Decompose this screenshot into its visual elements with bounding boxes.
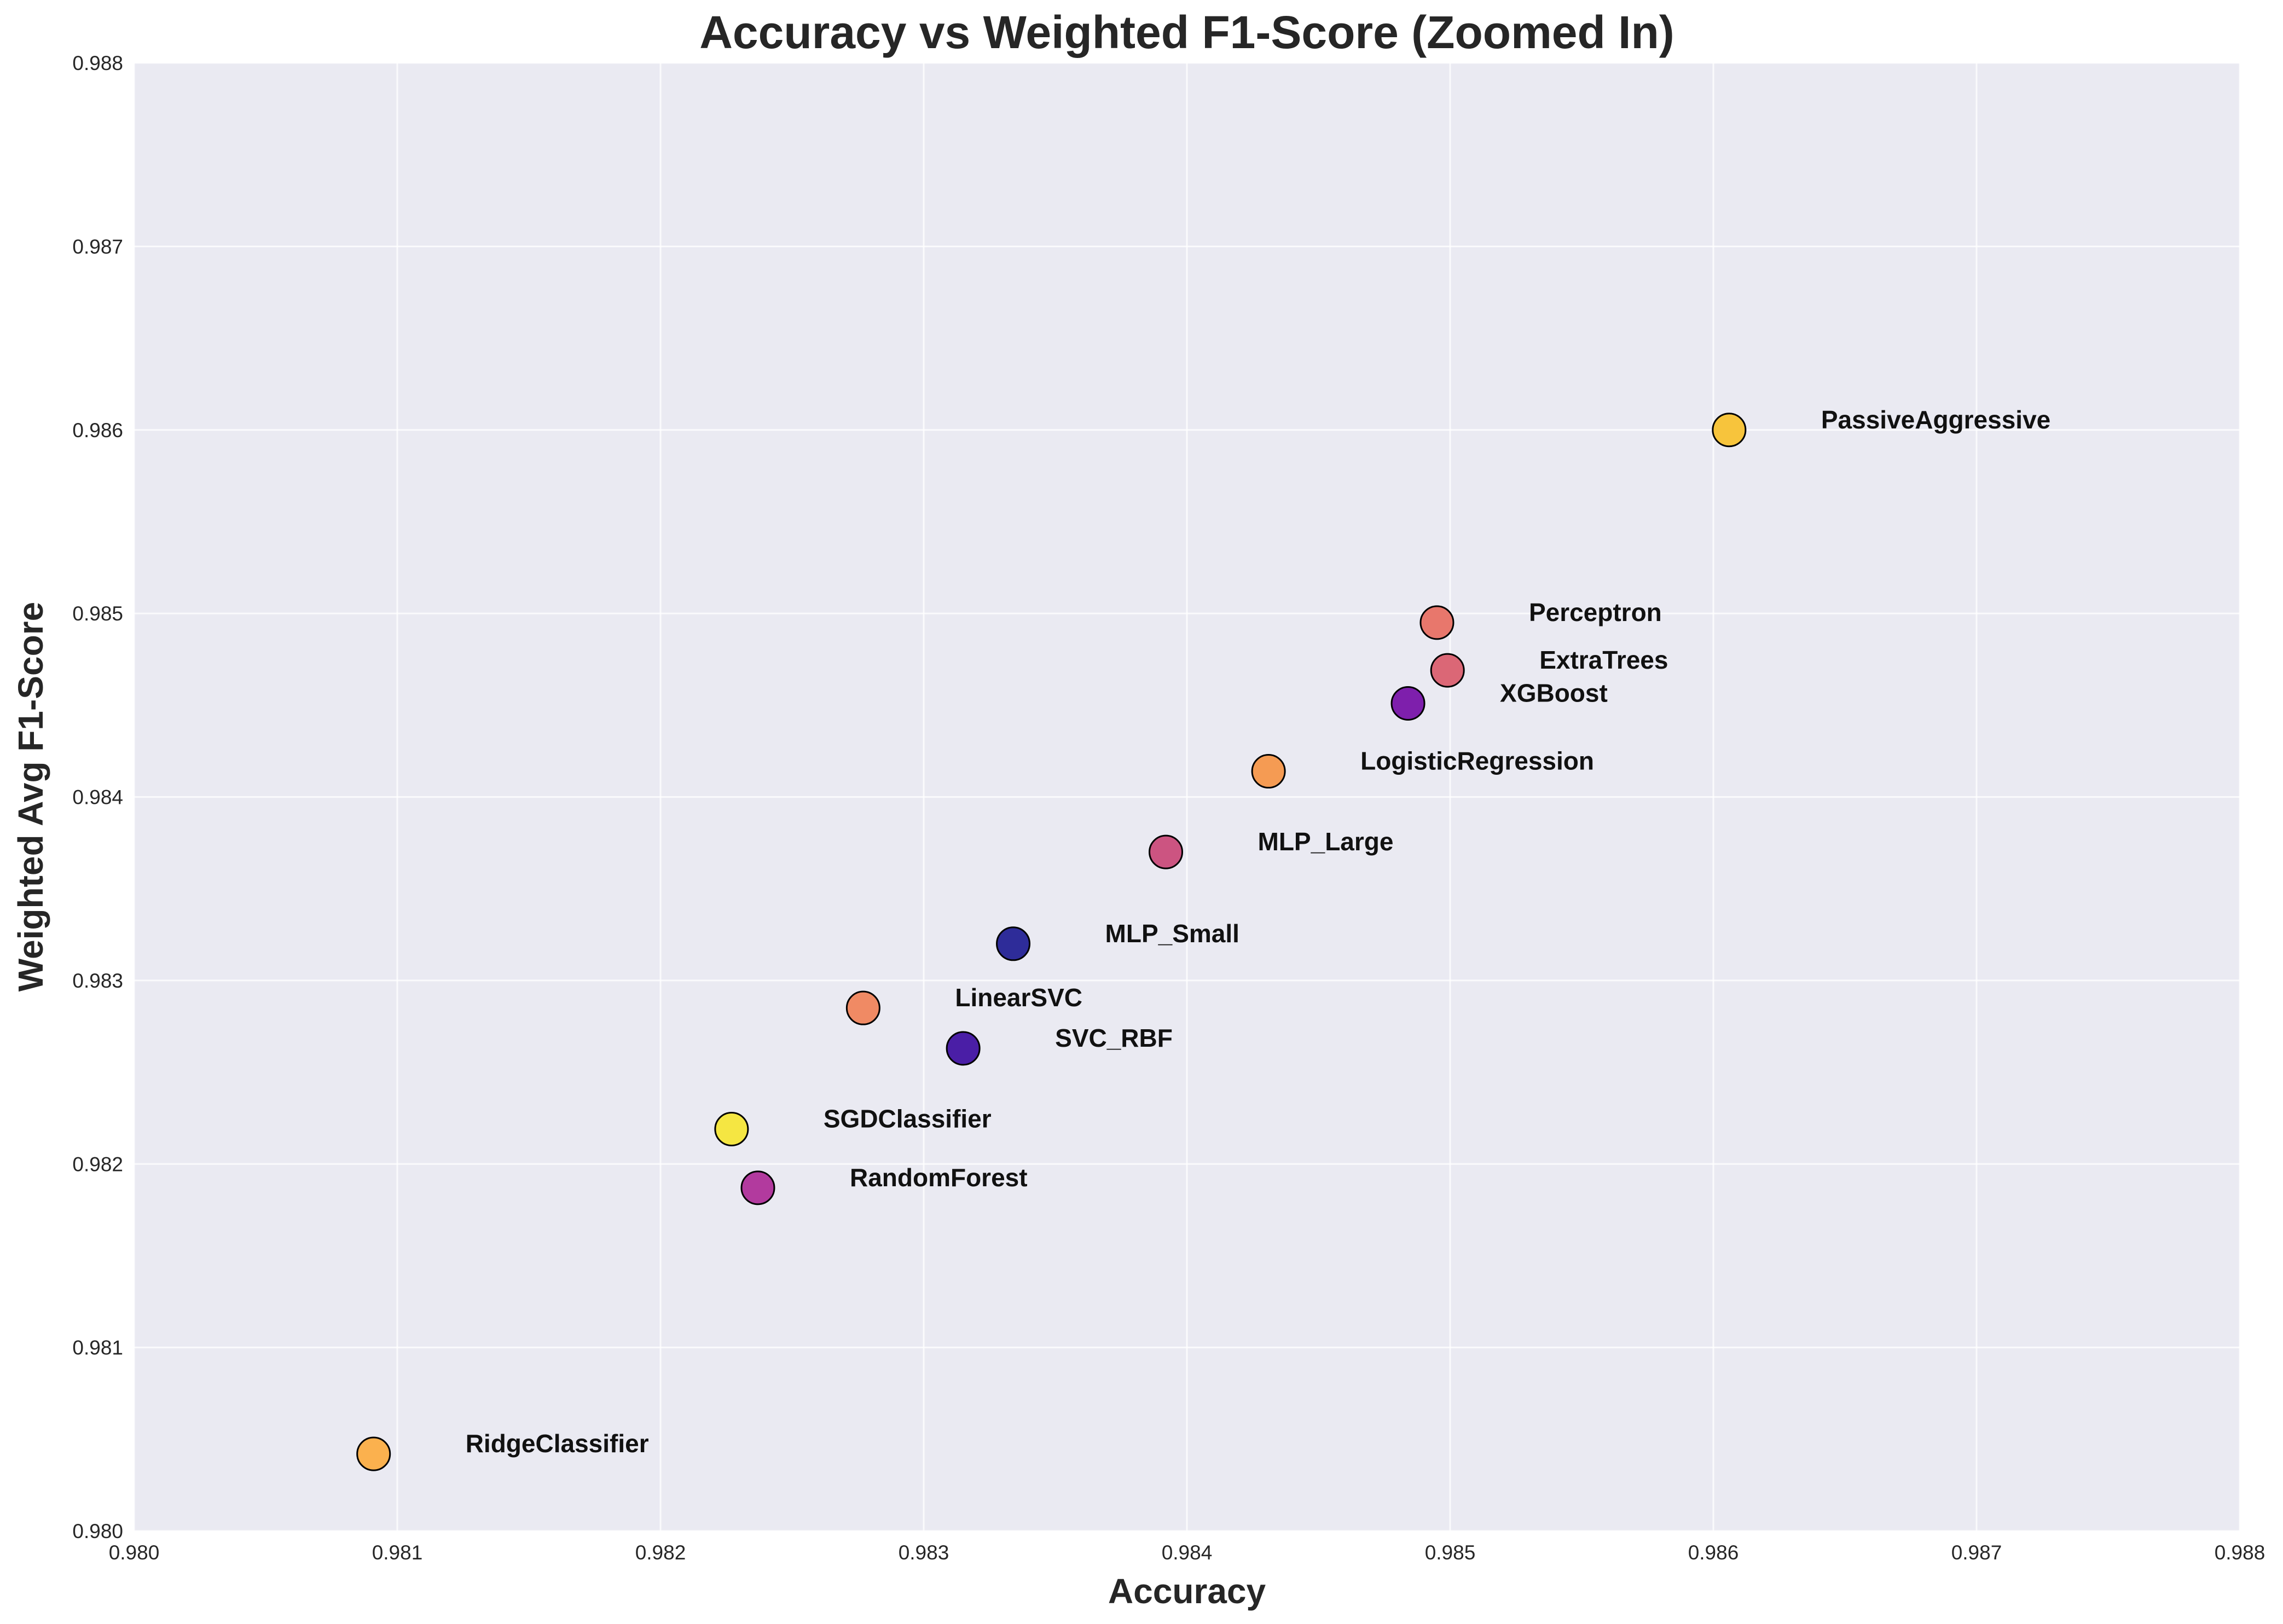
- chart-title: Accuracy vs Weighted F1-Score (Zoomed In…: [699, 7, 1674, 58]
- data-point: [946, 1031, 981, 1066]
- y-tick-label: 0.981: [72, 1337, 123, 1359]
- point-label: Perceptron: [1529, 598, 1662, 627]
- y-tick-label: 0.983: [72, 970, 123, 992]
- data-point: [996, 926, 1031, 961]
- point-label: XGBoost: [1500, 678, 1608, 707]
- point-label: RandomForest: [850, 1163, 1028, 1192]
- data-point: [1251, 754, 1286, 789]
- y-axis-label: Weighted Avg F1-Score: [11, 602, 50, 991]
- y-tick-label: 0.980: [72, 1520, 123, 1542]
- x-tick-label: 0.981: [372, 1541, 423, 1564]
- x-tick-label: 0.983: [899, 1541, 949, 1564]
- grid-lines: [133, 62, 2241, 1532]
- data-point: [356, 1436, 391, 1471]
- point-label: RidgeClassifier: [466, 1429, 649, 1458]
- point-label: MLP_Small: [1105, 919, 1239, 948]
- x-axis-label: Accuracy: [1108, 1571, 1266, 1611]
- y-tick-labels: 0.980 0.981 0.982 0.983 0.984 0.985 0.986 0.987…: [72, 52, 123, 1542]
- data-point: [1419, 605, 1455, 640]
- y-tick-label: 0.986: [72, 419, 123, 442]
- point-label: SGDClassifier: [824, 1105, 992, 1133]
- data-point: [1390, 686, 1426, 721]
- data-point: [845, 990, 880, 1025]
- data-point: [714, 1112, 749, 1147]
- point-label: PassiveAggressive: [1821, 405, 2050, 434]
- data-point: [1430, 653, 1465, 688]
- point-label: MLP_Large: [1258, 827, 1394, 856]
- x-tick-label: 0.988: [2215, 1541, 2265, 1564]
- y-tick-label: 0.982: [72, 1153, 123, 1175]
- data-point: [1149, 834, 1184, 869]
- y-tick-label: 0.987: [72, 235, 123, 258]
- x-tick-label: 0.987: [1951, 1541, 2002, 1564]
- x-tick-label: 0.985: [1425, 1541, 1476, 1564]
- point-label: LogisticRegression: [1360, 747, 1594, 775]
- data-points: [356, 413, 1747, 1471]
- x-tick-label: 0.984: [1162, 1541, 1213, 1564]
- x-tick-label: 0.980: [109, 1541, 160, 1564]
- point-label: SVC_RBF: [1055, 1024, 1173, 1052]
- y-tick-label: 0.985: [72, 602, 123, 625]
- y-tick-label: 0.988: [72, 52, 123, 74]
- point-label: LinearSVC: [955, 983, 1082, 1012]
- point-label: ExtraTrees: [1539, 646, 1668, 674]
- data-point: [740, 1170, 775, 1205]
- y-tick-label: 0.984: [72, 786, 123, 809]
- point-labels: PassiveAggressive Perceptron ExtraTrees XGB…: [466, 405, 2051, 1458]
- x-tick-label: 0.982: [635, 1541, 686, 1564]
- x-tick-label: 0.986: [1688, 1541, 1739, 1564]
- x-tick-labels: 0.980 0.981 0.982 0.983 0.984 0.985 0.986 0.987…: [109, 1541, 2265, 1564]
- data-point: [1712, 413, 1747, 448]
